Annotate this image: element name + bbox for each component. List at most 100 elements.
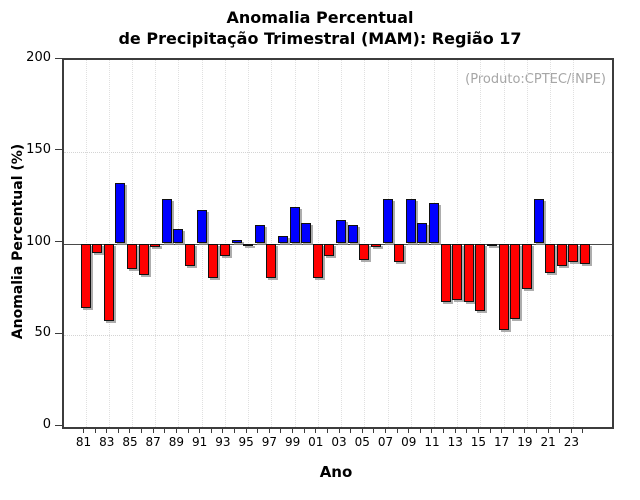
x-tick [489,427,491,433]
y-tick [55,424,62,426]
bar-2010 [417,223,428,244]
x-tick-label: 03 [331,435,347,449]
bar-2012 [440,243,451,303]
x-tick [582,427,584,433]
y-tick [55,241,62,242]
x-tick [187,427,189,433]
x-tick [454,427,456,433]
bar-2005 [359,243,370,260]
x-tick [361,427,363,433]
x-tick [338,427,340,433]
x-tick-label: 05 [354,435,370,449]
bar-2018 [510,243,521,319]
x-tick [512,427,514,433]
bar-2014 [463,243,474,303]
x-tick [175,427,177,433]
bar-1996 [254,225,265,244]
x-tick [547,427,549,433]
x-tick [152,427,154,433]
bar-1985 [126,243,137,270]
x-tick-label: 19 [517,435,533,449]
x-tick-label: 01 [308,435,324,449]
bar-2003 [336,219,347,244]
bar-1981 [80,243,91,308]
bar-2009 [405,199,416,244]
baseline-100 [64,243,612,245]
x-tick [292,427,294,433]
bar-2021 [545,243,556,273]
x-tick [117,427,119,433]
plot-area: (Produto:CPTEC/INPE) [62,58,614,429]
y-tick-label: 0 [42,417,51,432]
x-tick-label: 81 [75,435,92,449]
x-tick [280,427,282,433]
x-tick [431,427,433,433]
bar-2002 [324,243,335,257]
x-tick [419,427,421,433]
bar-1989 [173,228,184,244]
bar-2001 [312,243,323,279]
bar-2013 [452,243,463,301]
x-tick-label: 09 [401,435,417,449]
x-tick-label: 85 [122,435,138,449]
chart-title-line2: de Precipitação Trimestral (MAM): Região… [118,29,522,48]
bar-1986 [138,243,149,275]
x-tick [129,427,131,433]
bar-1987 [150,243,161,248]
bar-2020 [533,199,544,244]
bar-1983 [103,243,114,321]
bar-2006 [370,243,381,248]
bar-2000 [301,223,312,244]
x-tick [257,427,259,433]
bar-1991 [196,210,207,244]
x-tick [326,427,328,433]
x-tick [210,427,212,433]
x-tick [501,427,503,433]
bar-1982 [92,243,103,253]
bar-1997 [266,243,277,279]
bar-2022 [556,243,567,266]
x-tick [164,427,166,433]
source-annotation: (Produto:CPTEC/INPE) [465,72,606,87]
bar-1998 [277,236,288,244]
h-gridline [64,151,612,153]
bar-2011 [428,203,439,244]
x-tick [315,427,317,433]
x-tick [106,427,108,433]
y-tick-label: 200 [26,50,51,65]
bar-2016 [487,243,498,246]
bar-1995 [243,243,254,246]
x-tick-label: 93 [215,435,231,449]
bar-2017 [498,243,509,330]
bar-2023 [568,243,579,262]
x-tick-label: 07 [377,435,394,449]
x-tick [245,427,247,433]
bar-1999 [289,206,300,244]
x-tick [466,427,468,433]
x-tick [303,427,305,433]
x-axis-title: Ano [319,463,353,481]
x-tick-label: 87 [145,435,161,449]
bar-2004 [347,225,358,244]
y-tick [55,57,62,59]
x-tick-label: 99 [284,435,301,449]
x-tick-label: 21 [540,435,556,449]
chart-title: Anomalia Percentual de Precipitação Trim… [0,7,640,49]
chart-title-line1: Anomalia Percentual [226,8,414,27]
bar-1994 [231,239,242,244]
bar-1992 [208,243,219,279]
x-tick [350,427,352,433]
x-tick [141,427,143,433]
x-tick-label: 91 [192,435,208,449]
x-tick [199,427,201,433]
h-gridline [64,335,612,337]
x-tick [268,427,270,433]
x-tick [570,427,572,433]
x-tick [94,427,96,433]
x-tick [559,427,561,433]
x-tick-label: 17 [494,435,510,449]
x-tick [536,427,538,433]
x-tick-label: 89 [168,435,185,449]
x-tick [443,427,445,433]
